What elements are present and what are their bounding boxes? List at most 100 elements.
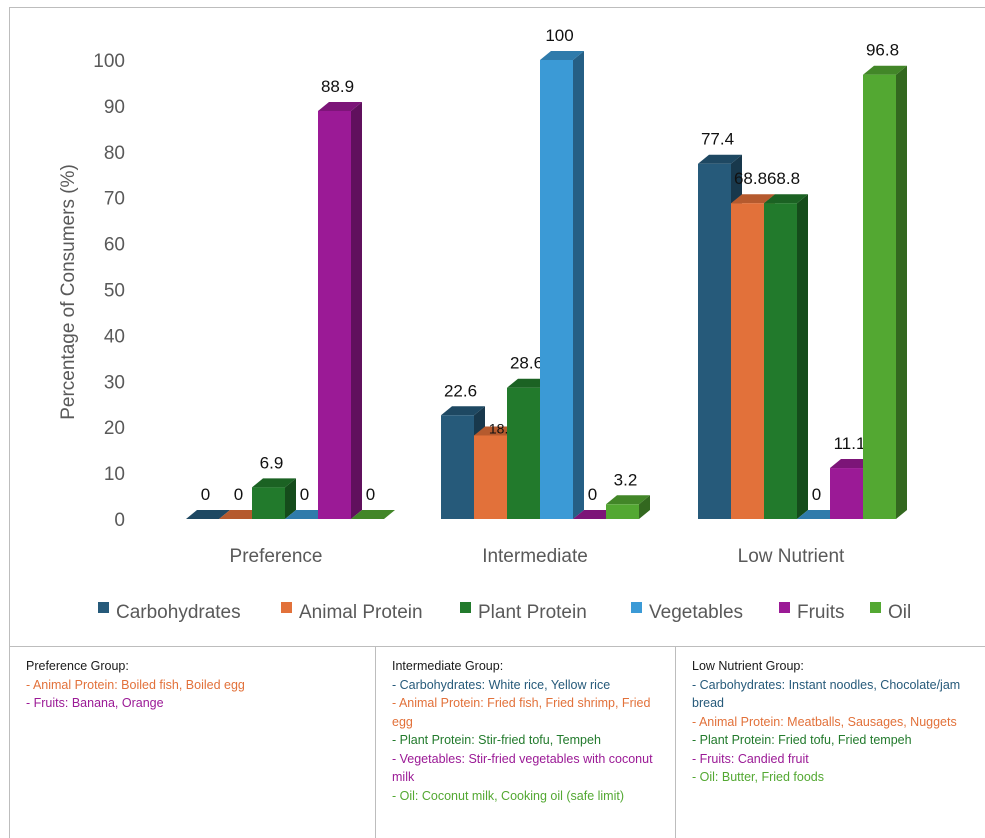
note-title: Low Nutrient Group:: [692, 659, 804, 673]
y-tick-label: 90: [104, 97, 125, 118]
legend-swatch: [870, 602, 881, 613]
note-line: - Fruits: Banana, Orange: [26, 696, 164, 710]
legend-swatch: [98, 602, 109, 613]
legend-label: Fruits: [797, 602, 845, 623]
legend-item: Fruits: [779, 602, 845, 623]
bar-front: [318, 110, 351, 519]
y-tick-label: 30: [104, 372, 125, 393]
category-label: Intermediate: [482, 546, 588, 567]
legend-item: Carbohydrates: [98, 602, 241, 623]
legend-item: Animal Protein: [281, 602, 423, 623]
data-label: 68.8: [767, 169, 800, 188]
data-label: 0: [588, 485, 597, 504]
legend-item: Plant Protein: [460, 602, 587, 623]
legend-label: Carbohydrates: [116, 602, 241, 623]
note-low-nutrient-group: Low Nutrient Group: - Carbohydrates: Ins…: [675, 646, 985, 838]
y-tick-label: 20: [104, 418, 125, 439]
bar: [186, 510, 230, 519]
legend-label: Vegetables: [649, 602, 743, 623]
bar-top: [863, 65, 907, 75]
bar-top: [698, 154, 742, 164]
y-tick-label: 50: [104, 281, 125, 302]
figure-frame: [9, 7, 985, 838]
y-axis-label: Percentage of Consumers (%): [58, 164, 79, 420]
bar-front: [540, 60, 573, 519]
legend-swatch: [460, 602, 471, 613]
bar: [606, 495, 650, 519]
y-tick-label: 80: [104, 143, 125, 164]
data-label: 77.4: [701, 130, 734, 149]
bar-side: [896, 65, 907, 520]
data-label: 0: [300, 485, 309, 504]
bar-top: [764, 194, 808, 204]
bar-top: [606, 495, 650, 505]
legend-swatch: [779, 602, 790, 613]
note-line: - Carbohydrates: White rice, Yellow rice: [392, 677, 611, 692]
legend: Carbohydrates Animal Protein Plant Protein…: [98, 602, 911, 623]
note-line: - Oil: Butter, Fried foods: [692, 770, 824, 784]
category-label: Low Nutrient: [738, 546, 845, 567]
y-tick-label: 0: [114, 510, 125, 531]
bar-top: [252, 478, 296, 488]
legend-item: Vegetables: [631, 602, 743, 623]
note-intermediate-group: Intermediate Group: - Carbohydrates: Whi…: [375, 646, 675, 838]
note-line: - Vegetables: Stir-fried vegetables with…: [392, 751, 653, 785]
bar-front: [863, 74, 896, 520]
bar-front: [474, 435, 507, 519]
bar-top: [731, 194, 775, 204]
bar-front: [731, 203, 764, 519]
bar-front: [507, 387, 540, 519]
data-label: 0: [812, 485, 821, 504]
bar-top: [441, 406, 485, 416]
y-tick-label: 10: [104, 464, 125, 485]
y-tick-label: 40: [104, 326, 125, 347]
data-label: 22.6: [444, 381, 477, 400]
bar-front: [606, 504, 639, 519]
bar-side: [797, 194, 808, 519]
bar: [540, 51, 584, 519]
note-line: - Animal Protein: Boiled fish, Boiled eg…: [26, 677, 245, 692]
bar-side: [285, 478, 296, 519]
note-line: - Animal Protein: Fried fish, Fried shri…: [392, 696, 651, 729]
bar-top: [318, 101, 362, 111]
legend-label: Plant Protein: [478, 602, 587, 623]
y-tick-label: 60: [104, 235, 125, 256]
data-label: 0: [234, 485, 243, 504]
note-line: - Fruits: Candied fruit: [692, 751, 809, 766]
note-title: Preference Group:: [26, 659, 129, 673]
bar-front: [764, 203, 797, 519]
note-line: - Animal Protein: Meatballs, Sausages, N…: [692, 714, 957, 729]
bar-front: [830, 468, 863, 519]
bar: [764, 194, 808, 519]
category-label: Preference: [230, 546, 323, 567]
bar-side: [573, 51, 584, 519]
bar-front: [441, 415, 474, 519]
legend-swatch: [281, 602, 292, 613]
bar-front: [252, 487, 285, 519]
note-line: - Oil: Coconut milk, Cooking oil (safe l…: [392, 788, 625, 803]
legend-swatch: [631, 602, 642, 613]
note-title: Intermediate Group:: [392, 659, 504, 673]
bar: [318, 101, 362, 519]
data-label: 0: [366, 485, 375, 504]
data-label: 11.1: [834, 434, 866, 453]
legend-item: Oil: [870, 602, 911, 623]
y-tick-label: 70: [104, 189, 125, 210]
bar-top: [351, 510, 395, 519]
bar: [252, 478, 296, 519]
bar-side: [639, 495, 650, 519]
y-tick-label: 100: [93, 51, 125, 72]
bar-side: [351, 101, 362, 519]
data-label: 96.8: [866, 41, 899, 60]
note-line: - Plant Protein: Stir-fried tofu, Tempeh: [392, 733, 601, 747]
data-label: 6.9: [260, 453, 284, 472]
note-line: - Carbohydrates: Instant noodles, Chocol…: [692, 677, 961, 711]
data-label: 68.8: [734, 169, 767, 188]
note-line: - Plant Protein: Fried tofu, Fried tempe…: [692, 733, 912, 747]
bar: [863, 65, 907, 520]
bar-top: [540, 51, 584, 60]
data-label: 3.2: [614, 470, 638, 489]
data-label: 88.9: [321, 77, 354, 96]
bar: [351, 510, 395, 519]
data-label: 100: [545, 26, 573, 45]
